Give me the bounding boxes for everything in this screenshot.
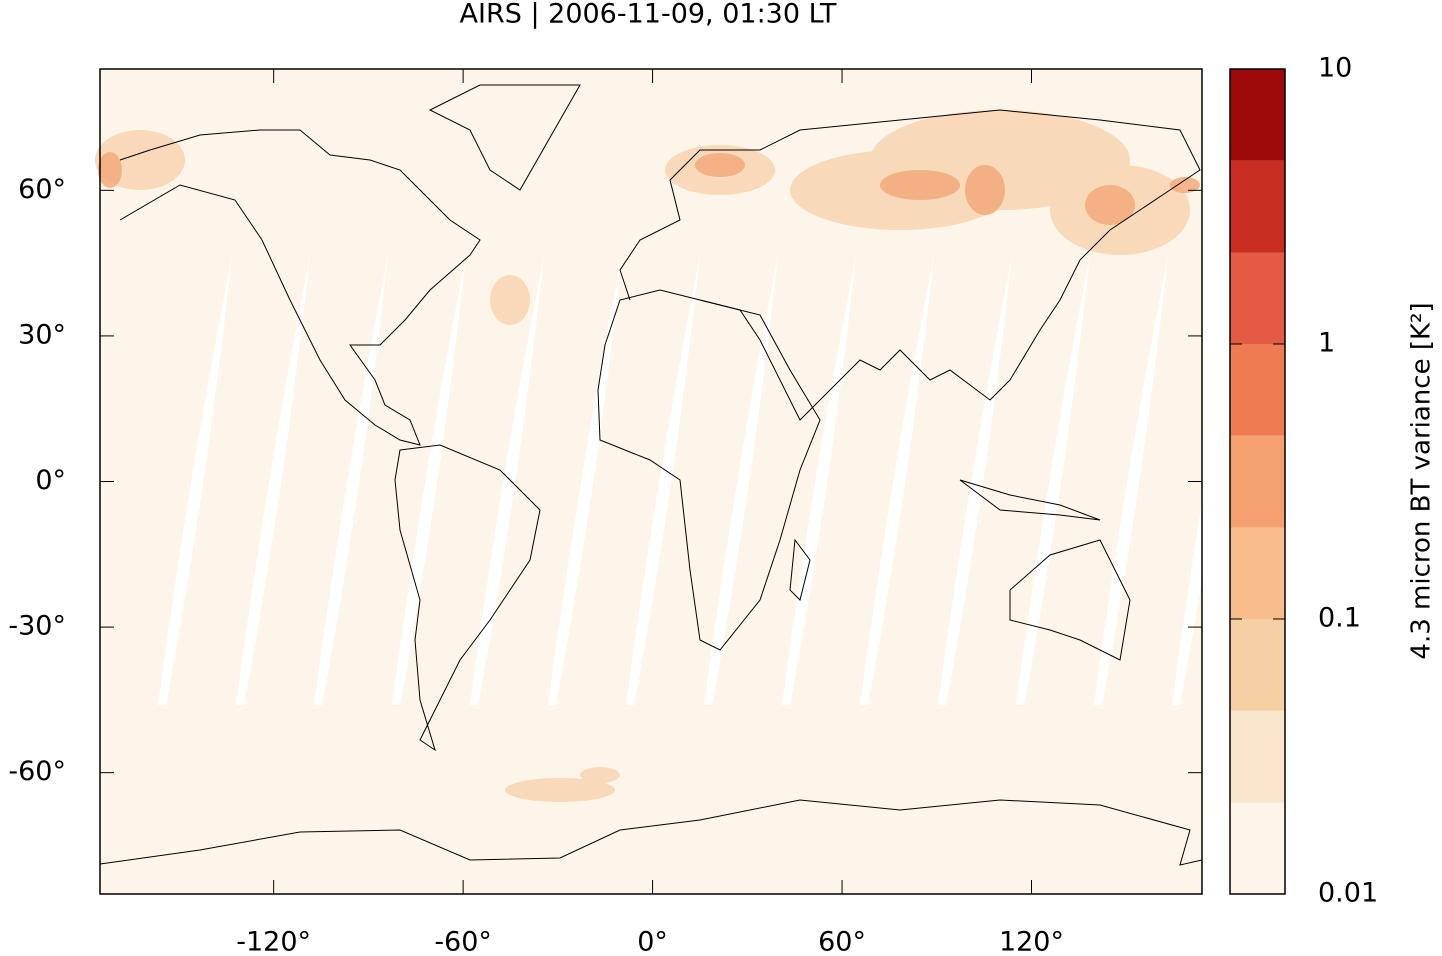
colorbar-band [1230,435,1285,528]
colorbar-band [1230,527,1285,619]
map-field [95,68,1246,895]
colorbar-band [1230,252,1285,344]
x-tick-label: -60° [434,927,492,956]
data-gap [314,255,388,705]
coastlines [99,84,1203,866]
y-tick-label: -60° [8,756,66,787]
colorbar-band [1230,802,1285,894]
data-gap [158,255,232,705]
data-gap [626,255,700,705]
data-gap [782,255,856,705]
x-tick-label: 0° [637,927,668,956]
data-gap [548,255,622,705]
data-gap [392,255,466,705]
y-tick-label: -30° [8,611,66,642]
data-gap [860,255,934,705]
colorbar: 4.3 micron BT variance [K²] [1229,68,1437,895]
data-gap [1016,255,1090,705]
colorbar-band [1230,69,1285,161]
data-gap [236,255,310,705]
title: AIRS | 2006-11-09, 01:30 LT [460,0,837,30]
colorbar-label: 4.3 micron BT variance [K²] [1407,302,1437,659]
colorbar-tick-label: 0.01 [1318,878,1378,909]
x-tick-label: 60° [818,927,866,956]
data-gap [704,255,778,705]
colorbar-bands [1230,69,1285,894]
y-tick-label: 30° [18,319,66,350]
x-tick-label: 120° [999,927,1064,956]
colorbar-band [1230,160,1285,253]
colorbar-tick-label: 0.1 [1318,603,1361,634]
colorbar-tick-label: 1 [1318,328,1335,359]
colorbar-band [1230,710,1285,803]
colorbar-band [1230,619,1285,711]
y-tick-label: 60° [18,174,66,205]
x-tick-label: -120° [236,927,311,956]
colorbar-tick-label: 10 [1318,53,1352,84]
data-gap [1172,255,1246,705]
y-tick-label: 0° [35,465,66,496]
variance-patches-strong [98,152,1200,225]
data-gap [1094,255,1168,705]
data-gap [938,255,1012,705]
colorbar-frame [1229,68,1286,895]
data-gap [470,255,544,705]
data-gaps [158,255,1246,705]
colorbar-band [1230,344,1285,436]
